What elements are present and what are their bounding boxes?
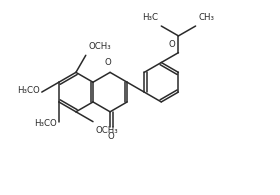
Text: H₃CO: H₃CO: [34, 119, 57, 128]
Text: O: O: [105, 58, 111, 67]
Text: O: O: [169, 40, 176, 49]
Text: OCH₃: OCH₃: [89, 42, 111, 51]
Text: H₃C: H₃C: [142, 13, 158, 22]
Text: O: O: [108, 131, 115, 141]
Text: H₃CO: H₃CO: [17, 86, 40, 95]
Text: OCH₃: OCH₃: [96, 126, 119, 135]
Text: CH₃: CH₃: [199, 13, 214, 22]
